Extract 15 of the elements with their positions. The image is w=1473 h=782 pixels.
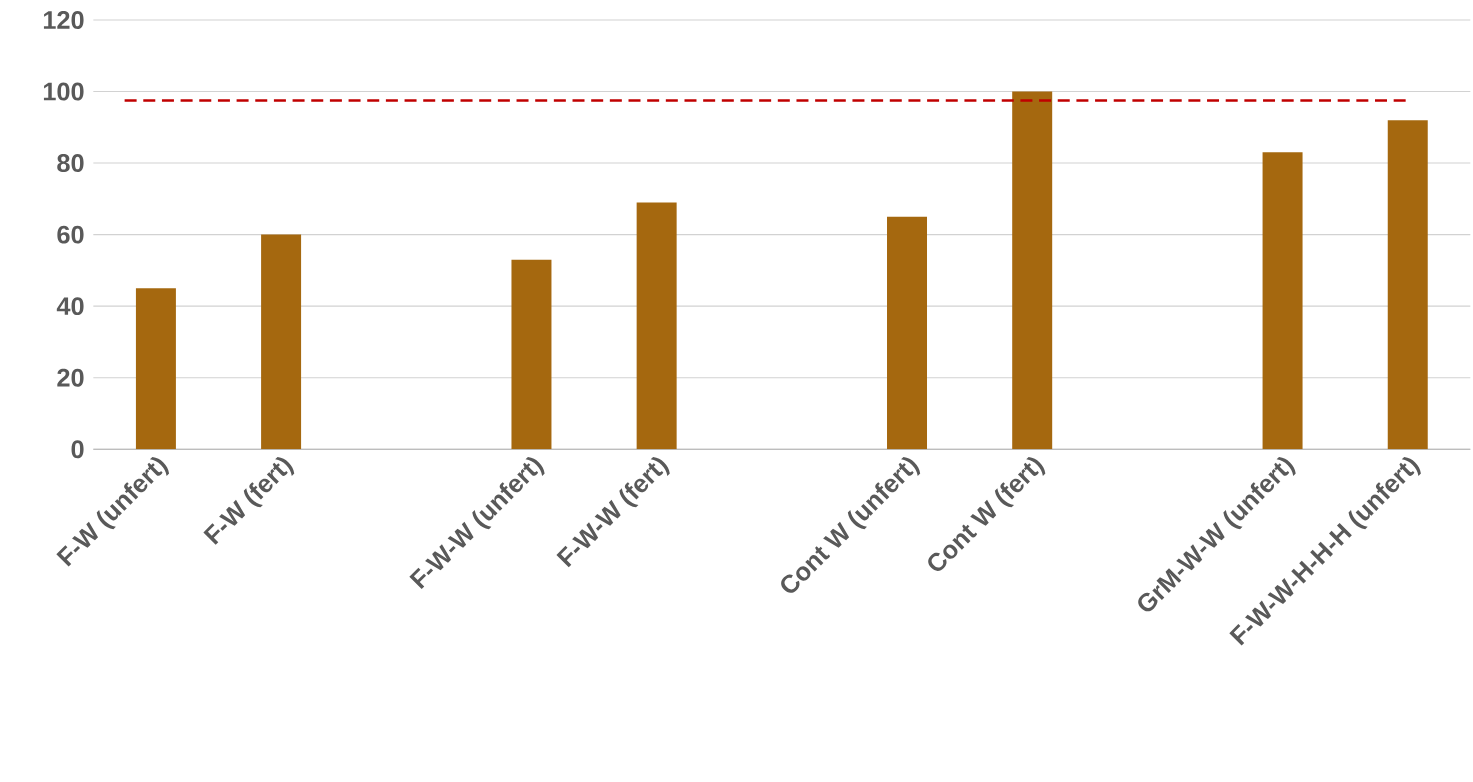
bar bbox=[636, 202, 677, 449]
y-tick-label: 100 bbox=[43, 82, 84, 101]
bar bbox=[261, 234, 302, 449]
y-tick-label: 60 bbox=[57, 225, 84, 244]
bar bbox=[1262, 152, 1303, 449]
bar bbox=[135, 288, 176, 449]
bar bbox=[511, 259, 552, 449]
y-tick-label: 20 bbox=[57, 368, 84, 387]
bar bbox=[1387, 119, 1428, 449]
bar bbox=[1012, 91, 1053, 449]
y-tick-label: 40 bbox=[56, 296, 84, 315]
y-tick-label: 120 bbox=[43, 10, 84, 29]
y-tick-label: 0 bbox=[71, 440, 84, 458]
y-tick-label: 80 bbox=[57, 153, 84, 172]
bar bbox=[887, 216, 928, 449]
